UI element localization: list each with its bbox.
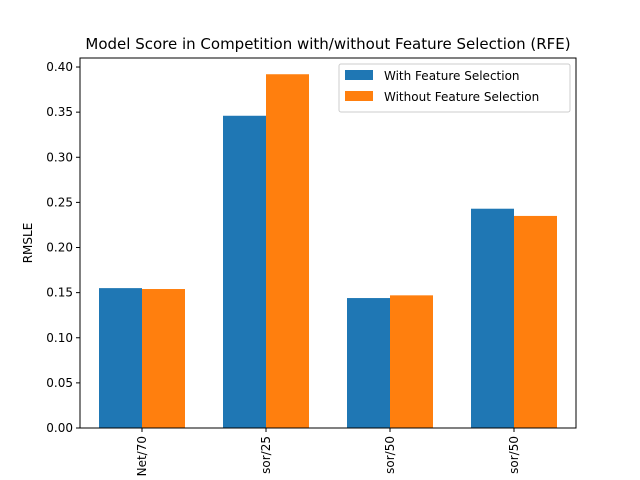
bar-with-fs-2 [347,298,390,428]
x-tick-label-2: sor/50 [383,436,397,474]
bar-without-fs-2 [390,295,433,428]
plot-frame [79,57,577,429]
legend-box [338,63,571,113]
bar-with-fs-1 [223,115,266,428]
x-tick-label-1: sor/25 [259,436,273,474]
legend: With Feature Selection Without Feature Se… [338,63,571,113]
x-tick-label-0: Net/70 [135,436,149,476]
y-tick-label-3: 0.15 [46,286,73,300]
y-tick-label-7: 0.35 [46,105,73,119]
x-tick-label-3: sor/50 [507,436,521,474]
legend-swatch-1 [345,91,373,101]
y-tick-label-1: 0.05 [46,376,73,390]
y-axis-label: RMSLE [21,223,35,264]
bar-without-fs-0 [142,289,185,428]
y-tick-label-5: 0.25 [46,195,73,209]
legend-swatch-0 [345,70,373,80]
y-tick-label-6: 0.30 [46,150,73,164]
bar-with-fs-0 [99,288,142,428]
legend-label-0: With Feature Selection [384,69,520,83]
y-tick-label-2: 0.10 [46,331,73,345]
y-tick-label-0: 0.00 [46,421,73,435]
bar-without-fs-1 [266,74,309,429]
y-axis-ticks: 0.00 0.05 0.10 0.15 0.20 0.25 0.30 0.35 0.40 [46,60,80,435]
legend-label-1: Without Feature Selection [384,90,539,104]
chart-title: Model Score in Competition with/without … [85,35,570,53]
bar-with-fs-3 [471,208,514,428]
bar-without-fs-3 [514,215,557,428]
y-tick-label-4: 0.20 [46,241,73,255]
bars-group [99,74,557,429]
y-tick-label-8: 0.40 [46,60,73,74]
x-axis-ticks: Net/70 sor/25 sor/50 sor/50 [135,428,521,476]
